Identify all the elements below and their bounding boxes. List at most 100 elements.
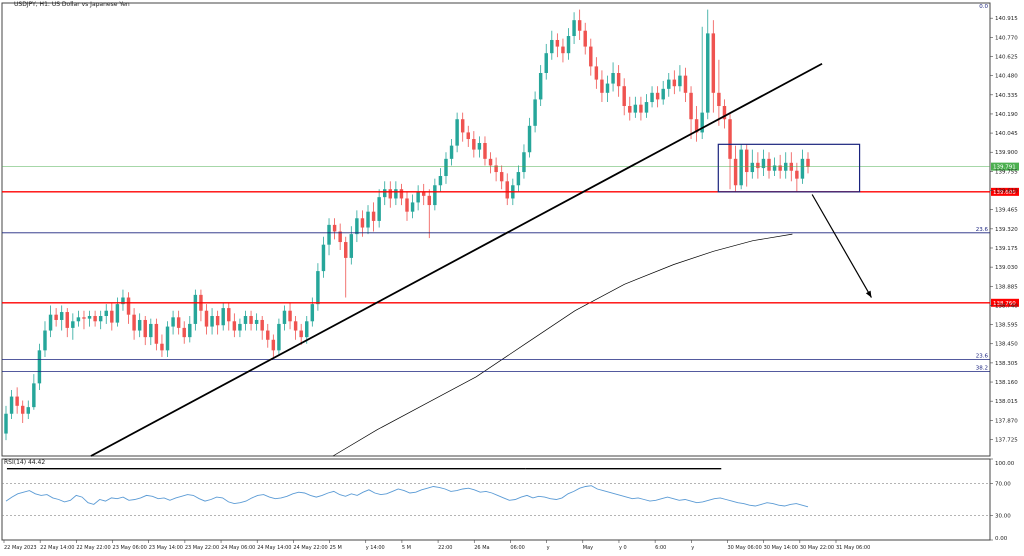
time-tick-label: 31 May 06:00 [836,545,870,551]
candle-body [589,46,593,67]
support-price-tag [991,298,1019,307]
candle-body [93,316,97,322]
price-tick-label: 138.160 [995,380,1018,386]
candle-body [132,314,136,331]
candle-body [661,88,665,100]
consolidation-box [717,143,861,193]
candle-body [444,158,448,177]
candle-body [733,158,738,186]
candle-body [160,343,164,351]
time-tick-label: 23 May 06:00 [113,545,147,551]
candle-body [371,211,376,221]
candle-body [550,39,554,54]
candle-body [82,317,86,319]
candle-body [761,158,766,169]
candle-body [499,172,504,182]
candle-body [305,321,309,338]
candle-body [594,66,599,80]
candle-body [76,317,81,322]
candle-body [655,92,660,100]
candle-body [572,20,576,37]
candle-body [360,218,365,228]
price-tick-label: 137.870 [995,418,1018,424]
candle-body [137,319,142,331]
candle-body [405,198,409,212]
time-tick-label: 24 May 22:00 [293,545,327,551]
price-tick-label: 140.335 [995,93,1018,99]
price-tick-label: 139.610 [995,189,1018,195]
price-tick-label: 138.595 [995,323,1018,329]
candle-body [650,92,654,103]
candle-body [488,158,493,166]
price-tick-label: 140.625 [995,54,1018,60]
moving-average-line [332,233,793,457]
candle-body [43,330,47,351]
candle-body [277,323,281,351]
price-tick-label: 139.320 [995,227,1018,233]
candle-body [522,152,526,173]
candle-body [282,310,287,324]
fib-level-label: 38.2 [976,365,988,371]
candle-body [366,211,370,228]
candle-body [266,330,270,340]
candle-body [171,317,175,327]
candle-body [706,33,710,113]
candle-body [644,102,649,113]
candle-body [327,224,331,245]
candle-body [59,312,64,320]
projection-arrow-line [811,194,872,298]
candle-body [26,407,31,414]
price-tick-label: 138.015 [995,399,1018,405]
candle-body [176,317,181,328]
candle-body [344,242,348,258]
candle-body [394,189,398,199]
time-tick-label: 26 Ma [474,545,489,551]
candle-body [188,323,192,338]
candle-body [399,189,404,199]
candle-body [455,119,459,146]
candle-body [54,314,58,320]
price-tick-label: 138.450 [995,342,1018,348]
fib-level-label: 23.6 [976,354,989,360]
candle-body [338,231,342,243]
trendline [90,62,823,457]
candle-body [20,405,25,414]
time-tick-label: y [547,545,550,551]
candle-body [722,106,727,120]
candle-body [104,310,108,317]
candle-body [271,339,276,351]
candle-body [672,79,677,87]
time-tick-label: 22:00 [438,545,452,551]
candle-body [466,132,470,140]
candle-body [87,316,92,319]
candle-body [678,75,682,87]
time-tick-label: 6:00 [655,545,666,551]
candle-body [388,189,393,199]
time-tick-label: 30 May 06:00 [727,545,761,551]
candle-body [583,30,587,47]
candle-body [622,86,626,107]
price-pane-border [1,2,991,457]
price-tick-label: 139.465 [995,208,1018,214]
candle-body [126,297,131,315]
candle-body [182,327,186,338]
candle-body [745,149,749,173]
candle-body [310,304,315,322]
price-tick-label: 140.915 [995,16,1018,22]
time-tick-label: y [691,545,694,551]
price-tick-label: 140.190 [995,112,1018,118]
current-price-tag [991,162,1019,171]
candle-body [227,308,231,322]
candle-body [477,142,482,150]
time-tick-label: 22 May 2023 [4,545,37,551]
candle-body [527,125,532,153]
candle-body [472,139,476,150]
time-tick-label: 23 May 14:00 [149,545,183,551]
candle-body [739,149,743,186]
candle-body [32,383,36,408]
candle-body [321,244,326,272]
price-tick-label: 138.305 [995,361,1018,367]
time-tick-label: 30 May 22:00 [800,545,834,551]
